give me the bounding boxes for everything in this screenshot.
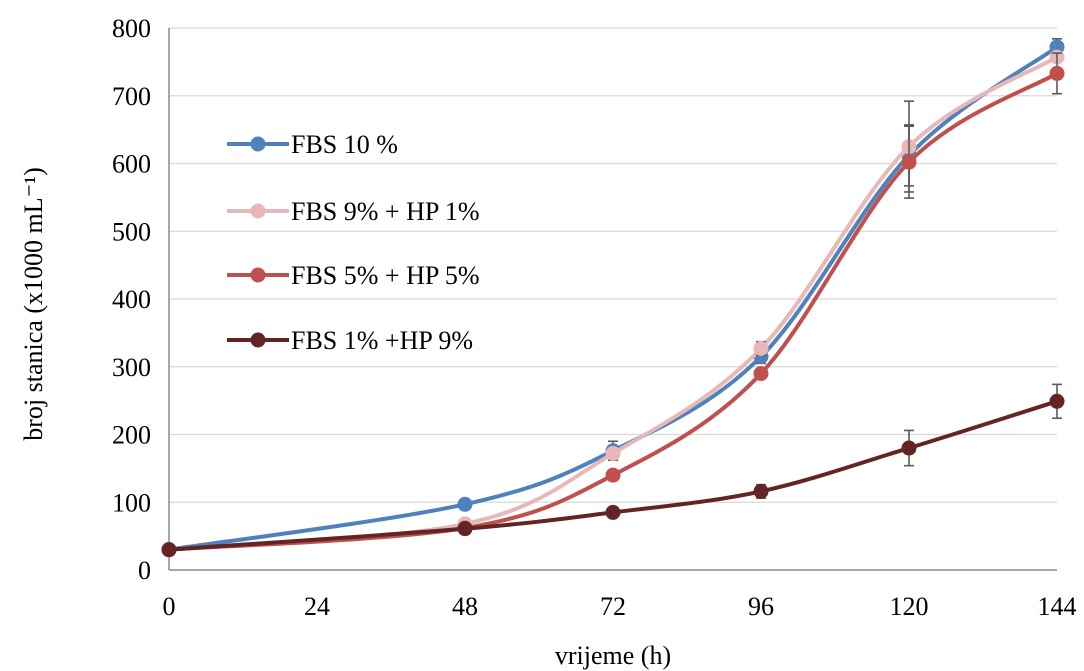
x-axis-title: vrijeme (h) [555,641,671,670]
legend-swatch-marker [250,267,266,283]
data-point [1049,65,1065,81]
series-line [168,71,1059,552]
y-axis-title: broj stanica (x1000 mL⁻¹) [19,167,48,441]
data-point [457,496,473,512]
legend-label: FBS 9% + HP 1% [291,197,480,226]
x-tick-label: 24 [304,592,330,621]
series-line [168,45,1059,552]
x-tick-label: 120 [890,592,929,621]
legend-swatch-marker [250,203,266,219]
legend: FBS 10 % FBS 9% + HP 1% FBS 5% + HP 5% FBS … [227,130,480,355]
data-point [605,467,621,483]
legend-label: FBS 1% +HP 9% [291,326,473,355]
data-point [753,483,769,499]
data-point [753,340,769,356]
legend-entry: FBS 5% + HP 5% [227,261,480,290]
x-tick-label: 96 [748,592,774,621]
legend-label: FBS 10 % [291,130,398,159]
data-point [457,521,473,537]
series-line [168,399,1058,552]
data-point [901,440,917,456]
x-tick-label: 72 [600,592,626,621]
data-point [605,445,621,461]
y-tick-label: 800 [112,14,151,43]
data-point [605,504,621,520]
x-tick-label: 0 [163,592,176,621]
series-3 [161,383,1065,558]
y-tick-label: 500 [112,217,151,246]
y-tick-label: 700 [112,82,151,111]
data-point [901,154,917,170]
data-point [753,366,769,382]
axes [168,28,1057,571]
legend-swatch-marker [250,332,266,348]
y-tick-label: 100 [112,488,151,517]
y-tick-label: 600 [112,150,151,179]
data-point [1049,393,1065,409]
x-tick-label: 48 [452,592,478,621]
y-tick-label: 400 [112,285,151,314]
gridlines [169,27,1057,503]
y-tick-label: 0 [138,556,151,585]
legend-label: FBS 5% + HP 5% [291,261,480,290]
x-tick-label: 144 [1038,592,1077,621]
series [161,38,1065,558]
legend-entry: FBS 9% + HP 1% [227,197,480,226]
y-tick-label: 200 [112,421,151,450]
data-point [161,542,177,558]
legend-entry: FBS 10 % [227,130,398,159]
legend-swatch-marker [250,136,266,152]
y-tick-label: 300 [112,353,151,382]
x-tick-labels: 0 24 48 72 96 120 144 [163,592,1077,621]
legend-entry: FBS 1% +HP 9% [227,326,473,355]
y-tick-labels: 0 100 200 300 400 500 600 700 800 [112,14,151,585]
